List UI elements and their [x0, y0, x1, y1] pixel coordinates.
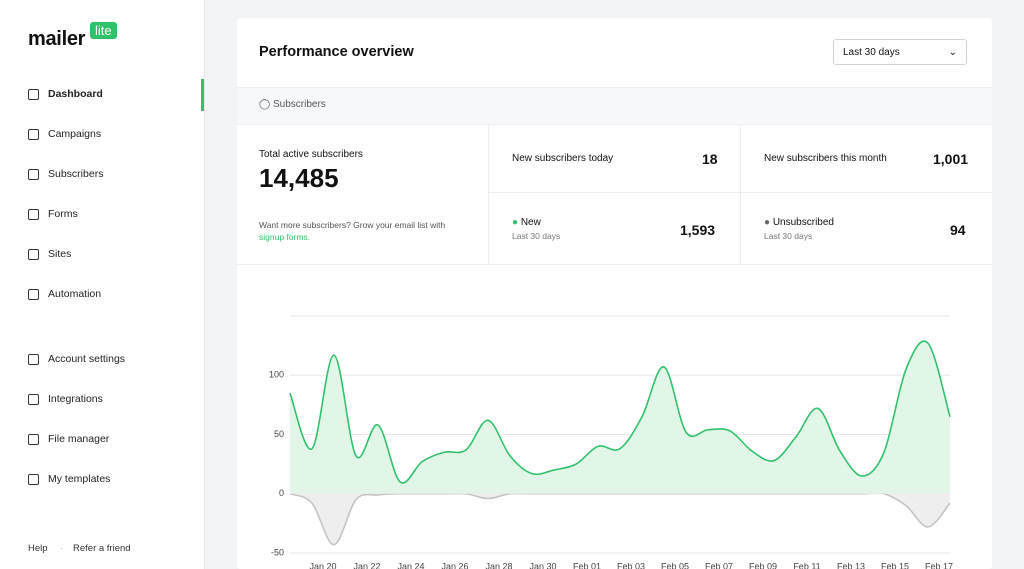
nav-label: Integrations	[48, 393, 103, 405]
x-tick-label: Feb 05	[661, 561, 689, 569]
x-tick-label: Feb 09	[749, 561, 777, 569]
x-tick-label: Jan 30	[529, 561, 556, 569]
hint: Want more subscribers? Grow your email l…	[259, 220, 446, 230]
nav-item[interactable]: My templates	[28, 473, 110, 485]
active-indicator	[201, 79, 204, 111]
x-tick-label: Feb 01	[573, 561, 601, 569]
nav-item[interactable]: Automation	[28, 288, 101, 300]
nav-item[interactable]: Campaigns	[28, 128, 101, 140]
stat-sub: Last 30 days	[512, 231, 561, 241]
area	[290, 341, 950, 494]
nav-item[interactable]: Account settings	[28, 353, 125, 365]
label-text: New	[520, 217, 541, 228]
y-tick-label: 100	[269, 370, 284, 380]
x-tick-label: Jan 22	[353, 561, 380, 569]
nav-label: My templates	[48, 473, 111, 485]
stat-label: New subscribers today	[512, 153, 614, 164]
label-text: Unsubscribed	[772, 217, 834, 228]
nav-label: Automation	[48, 288, 102, 300]
footer-link[interactable]: Refer a friend	[73, 543, 131, 554]
stat-label: New subscribers this month	[764, 153, 887, 164]
nav-label: File manager	[48, 433, 110, 445]
x-tick-label: Feb 11	[793, 561, 820, 569]
x-tick-label: Jan 24	[397, 561, 424, 569]
x-tick-label: Feb 07	[705, 561, 733, 569]
line	[289, 340, 951, 484]
stat-value: 1,593	[680, 222, 716, 238]
nav-item[interactable]: Integrations	[28, 393, 103, 405]
nav-item[interactable]: Sites	[28, 248, 71, 260]
card: Performance overview Last 30 days ⌄ ◯ Sub…	[237, 18, 992, 569]
x-tick-label: Jan 20	[309, 561, 336, 569]
stat-value: 94	[950, 222, 966, 238]
x-tick-label: Jan 26	[441, 561, 468, 569]
x-tick-label: Feb 13	[837, 561, 865, 569]
nav-label: Forms	[48, 208, 78, 220]
x-tick-label: Feb 15	[881, 561, 909, 569]
divider	[488, 124, 489, 264]
nav-label: Account settings	[48, 353, 126, 365]
x-tick-label: Jan 28	[485, 561, 512, 569]
logo-badge: lite	[90, 22, 117, 39]
nav-item[interactable]: Subscribers	[28, 168, 103, 180]
tab-label: Subscribers	[272, 99, 326, 110]
area	[290, 492, 950, 545]
y-tick-label: 0	[279, 488, 284, 498]
divider	[237, 264, 992, 265]
separator: ·	[60, 543, 64, 554]
nav-item[interactable]: Forms	[28, 208, 78, 220]
select-label: Last 30 days	[843, 47, 900, 58]
y-tick-label: 50	[274, 429, 284, 439]
stat-value: 1,001	[933, 151, 969, 167]
divider	[740, 124, 741, 264]
nav-label: Campaigns	[48, 128, 102, 140]
tab-bar	[237, 87, 992, 125]
footer-link[interactable]: Help	[28, 543, 48, 554]
stat-label: Total active subscribers	[259, 149, 363, 160]
divider	[489, 192, 992, 193]
y-tick-label: -50	[271, 547, 284, 557]
nav-label: Subscribers	[48, 168, 104, 180]
nav-label: Dashboard	[48, 88, 103, 100]
tab[interactable]: ◯ Subscribers	[259, 99, 326, 110]
nav-label: Sites	[48, 248, 72, 260]
x-tick-label: Feb 17	[925, 561, 953, 569]
hint-link[interactable]: signup forms.	[259, 232, 311, 242]
date-select[interactable]: Last 30 days ⌄	[833, 39, 967, 65]
line	[289, 492, 951, 546]
chevron: ⌄	[948, 47, 957, 58]
x-tick-label: Feb 03	[617, 561, 645, 569]
stat-label: ● Unsubscribed	[764, 217, 834, 228]
sidebar: mailer lite Dashboard Campaigns Subscrib…	[0, 0, 205, 569]
nav-item[interactable]: Dashboard	[28, 88, 103, 100]
chart: -50 0 50 100 Jan 20 Jan 22 Jan 24 Jan 26 Jan 28 J…	[269, 315, 953, 569]
stat-label: ● New	[512, 217, 541, 228]
nav-item[interactable]: File manager	[28, 433, 109, 445]
stat-value: 14,485	[259, 163, 339, 193]
title: Performance overview	[259, 44, 414, 60]
stat-sub: Last 30 days	[764, 231, 813, 241]
logo: mailer	[28, 28, 86, 50]
stat-value: 18	[702, 151, 718, 167]
